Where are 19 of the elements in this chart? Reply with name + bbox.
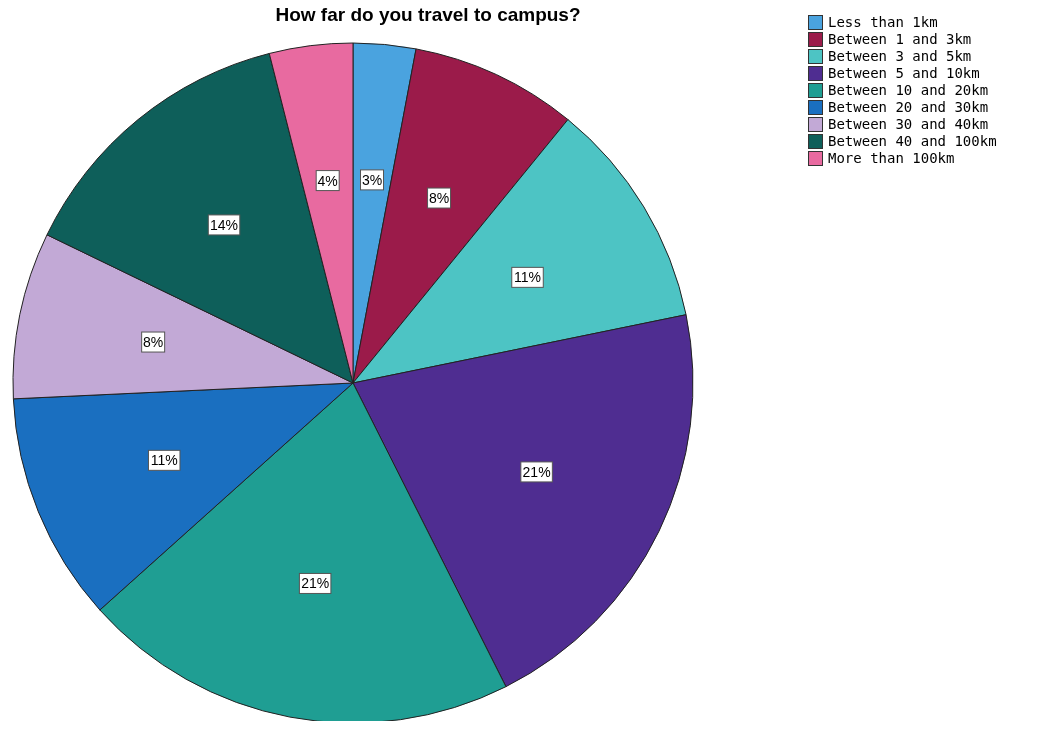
legend-label: More than 100km	[828, 150, 955, 167]
legend-label: Between 10 and 20km	[828, 82, 989, 99]
legend-label: Between 3 and 5km	[828, 48, 972, 65]
legend-label: Between 40 and 100km	[828, 133, 997, 150]
legend-label: Between 5 and 10km	[828, 65, 980, 82]
data-label: 4%	[317, 172, 338, 189]
data-label: 8%	[143, 334, 164, 351]
chart-title: How far do you travel to campus?	[274, 4, 582, 26]
data-label: 11%	[514, 269, 542, 286]
data-label: 3%	[361, 171, 383, 188]
data-label: 21%	[301, 575, 330, 592]
legend-label: Between 20 and 30km	[828, 99, 989, 116]
legend-label: Between 30 and 40km	[828, 116, 989, 133]
legend-label: Between 1 and 3km	[828, 31, 972, 48]
data-label: 11%	[150, 452, 178, 469]
legend-label: Less than 1km	[828, 14, 938, 31]
data-label: 14%	[210, 216, 239, 233]
data-label: 8%	[428, 190, 450, 207]
data-label: 21%	[522, 463, 551, 480]
